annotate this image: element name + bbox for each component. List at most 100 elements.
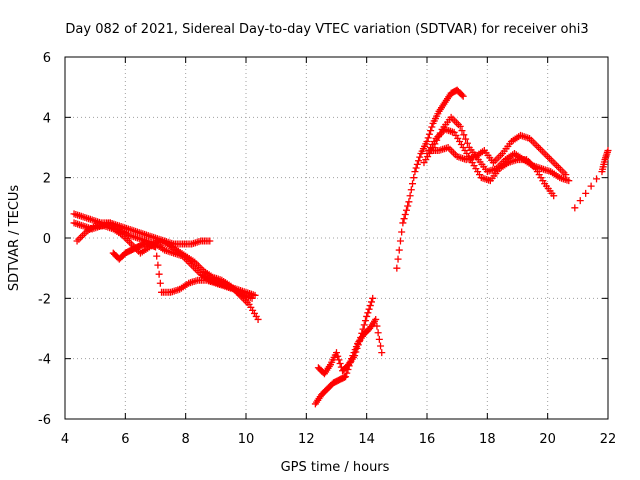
data-point	[411, 168, 419, 176]
series-track-g	[393, 86, 467, 272]
data-point	[366, 302, 374, 310]
data-point	[152, 243, 159, 251]
data-point	[206, 237, 214, 245]
data-point	[582, 189, 590, 197]
data-point	[365, 305, 373, 313]
x-tick-label: 22	[600, 432, 617, 447]
y-tick-label: -4	[38, 353, 51, 368]
data-point	[334, 352, 342, 360]
data-point	[369, 294, 377, 302]
x-tick-label: 18	[479, 432, 496, 447]
data-point	[416, 153, 424, 161]
data-point	[459, 92, 467, 100]
series-track-k	[571, 147, 612, 212]
y-tick-label: 2	[43, 172, 51, 187]
data-point	[402, 206, 410, 214]
data-point	[462, 135, 470, 143]
data-point	[343, 369, 351, 377]
data-point	[336, 359, 344, 367]
data-point	[463, 139, 471, 147]
data-point	[550, 192, 558, 200]
data-point	[565, 177, 573, 185]
data-point	[394, 255, 402, 263]
data-point	[604, 147, 612, 155]
data-point	[156, 279, 164, 287]
data-point	[404, 202, 412, 210]
data-point	[587, 182, 595, 190]
data-point	[593, 175, 601, 183]
data-point	[409, 180, 417, 188]
data-point	[410, 174, 418, 182]
data-point	[359, 325, 367, 333]
series-track-f	[314, 294, 377, 378]
data-point	[353, 344, 361, 352]
marker-layer	[70, 86, 612, 408]
data-point	[153, 252, 161, 260]
x-tick-label: 14	[358, 432, 375, 447]
data-point	[407, 186, 415, 194]
data-point	[393, 264, 401, 272]
data-point	[351, 352, 359, 360]
data-point	[413, 160, 421, 168]
x-axis-label: GPS time / hours	[281, 460, 390, 475]
y-tick-label: 6	[43, 51, 51, 66]
y-tick-label: -2	[38, 292, 51, 307]
data-point	[377, 342, 385, 350]
data-point	[399, 219, 407, 227]
data-point	[364, 309, 372, 317]
data-point	[571, 204, 579, 212]
data-point	[361, 317, 369, 325]
chart-title: Day 082 of 2021, Sidereal Day-to-day VTE…	[65, 22, 588, 37]
data-point	[395, 246, 403, 254]
data-point	[427, 127, 435, 135]
data-point	[375, 335, 383, 343]
data-point	[254, 315, 262, 323]
x-tick-label: 12	[298, 432, 315, 447]
y-tick-label: -6	[38, 413, 51, 428]
x-tick-label: 6	[121, 432, 129, 447]
data-point	[378, 349, 386, 357]
data-point	[396, 237, 404, 245]
data-point	[424, 134, 432, 142]
data-point	[358, 329, 366, 337]
y-axis-label: SDTVAR / TECUs	[7, 185, 22, 292]
x-tick-label: 10	[238, 432, 255, 447]
data-point	[342, 373, 350, 381]
data-point	[355, 337, 363, 345]
data-point	[456, 122, 464, 130]
x-tick-label: 20	[539, 432, 556, 447]
series-track-h	[420, 113, 573, 185]
series-track-d	[109, 240, 256, 302]
data-point	[400, 215, 408, 223]
data-point	[460, 131, 468, 139]
data-point	[398, 228, 406, 236]
grid-layer	[65, 57, 608, 419]
data-point	[458, 91, 466, 99]
data-point	[415, 157, 423, 165]
data-point	[154, 261, 162, 269]
data-point	[406, 192, 414, 200]
y-tick-label: 4	[43, 111, 51, 126]
series-track-i	[423, 125, 558, 200]
series-track-j	[426, 131, 570, 179]
x-tick-label: 16	[419, 432, 436, 447]
data-point	[423, 137, 431, 145]
data-point	[576, 197, 584, 205]
data-point	[360, 321, 368, 329]
data-point	[155, 270, 163, 278]
data-point	[352, 348, 360, 356]
data-point	[405, 198, 413, 206]
data-point	[354, 341, 362, 349]
data-point	[363, 312, 371, 320]
data-point	[374, 329, 382, 337]
data-point	[458, 127, 466, 135]
data-point	[367, 298, 375, 306]
data-point	[372, 315, 380, 323]
data-point	[333, 349, 340, 357]
data-point	[412, 164, 420, 172]
y-tick-label: 0	[43, 232, 51, 247]
data-point	[373, 322, 381, 330]
data-point	[357, 334, 365, 342]
data-point	[425, 130, 433, 138]
